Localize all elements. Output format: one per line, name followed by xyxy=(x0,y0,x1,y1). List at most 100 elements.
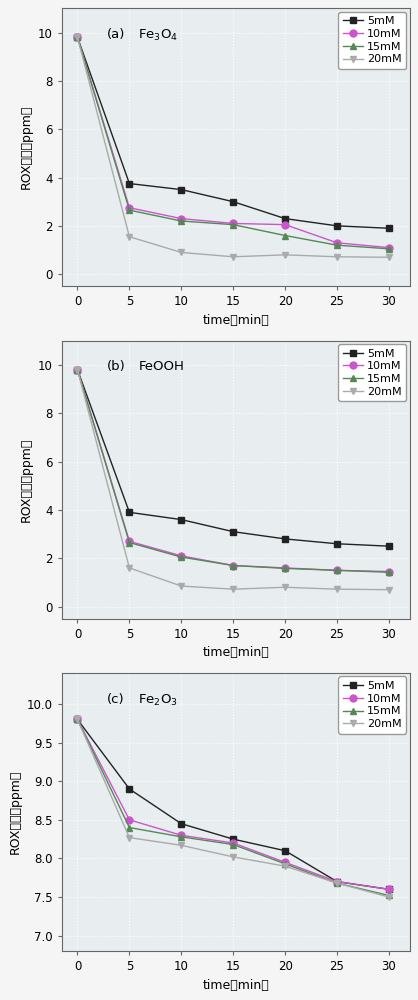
15mM xyxy=(179,831,184,843)
10mM xyxy=(75,31,80,43)
20mM xyxy=(386,251,391,263)
20mM xyxy=(127,231,132,243)
20mM xyxy=(231,251,236,263)
15mM xyxy=(179,215,184,227)
5mM xyxy=(386,540,391,552)
10mM xyxy=(179,829,184,841)
5mM xyxy=(75,364,80,376)
5mM xyxy=(386,222,391,234)
15mM xyxy=(386,566,391,578)
15mM xyxy=(75,364,80,376)
15mM xyxy=(127,537,132,549)
10mM xyxy=(283,562,288,574)
5mM xyxy=(334,220,339,232)
10mM xyxy=(334,564,339,576)
20mM xyxy=(179,580,184,592)
15mM xyxy=(334,239,339,251)
5mM xyxy=(283,845,288,857)
15mM xyxy=(386,889,391,901)
Line: 10mM: 10mM xyxy=(74,366,393,575)
5mM xyxy=(127,783,132,795)
20mM xyxy=(386,891,391,903)
10mM xyxy=(283,219,288,231)
5mM xyxy=(75,31,80,43)
15mM xyxy=(75,713,80,725)
20mM xyxy=(179,246,184,258)
5mM xyxy=(179,818,184,830)
Line: 20mM: 20mM xyxy=(74,716,393,901)
Line: 10mM: 10mM xyxy=(74,716,393,893)
20mM xyxy=(75,364,80,376)
5mM xyxy=(231,833,236,845)
Line: 5mM: 5mM xyxy=(74,716,393,893)
Legend: 5mM, 10mM, 15mM, 20mM: 5mM, 10mM, 15mM, 20mM xyxy=(339,344,406,401)
20mM xyxy=(283,249,288,261)
5mM xyxy=(231,526,236,538)
Line: 15mM: 15mM xyxy=(74,366,393,576)
15mM xyxy=(75,31,80,43)
Text: (a): (a) xyxy=(107,28,125,41)
20mM xyxy=(386,584,391,596)
20mM xyxy=(334,877,339,889)
20mM xyxy=(283,860,288,872)
5mM xyxy=(334,538,339,550)
15mM xyxy=(283,562,288,574)
5mM xyxy=(127,506,132,518)
20mM xyxy=(231,851,236,863)
X-axis label: time（min）: time（min） xyxy=(202,314,269,327)
10mM xyxy=(179,550,184,562)
15mM xyxy=(231,219,236,231)
10mM xyxy=(75,713,80,725)
15mM xyxy=(283,230,288,242)
10mM xyxy=(283,856,288,868)
5mM xyxy=(283,533,288,545)
20mM xyxy=(75,31,80,43)
15mM xyxy=(179,551,184,563)
5mM xyxy=(231,196,236,208)
Line: 5mM: 5mM xyxy=(74,34,393,232)
10mM xyxy=(334,237,339,249)
10mM xyxy=(386,242,391,254)
5mM xyxy=(179,184,184,196)
10mM xyxy=(127,535,132,547)
5mM xyxy=(179,514,184,526)
20mM xyxy=(127,832,132,844)
5mM xyxy=(283,213,288,225)
Text: Fe$_3$O$_4$: Fe$_3$O$_4$ xyxy=(138,28,178,43)
20mM xyxy=(334,583,339,595)
10mM xyxy=(231,217,236,229)
10mM xyxy=(386,883,391,895)
15mM xyxy=(231,560,236,572)
Legend: 5mM, 10mM, 15mM, 20mM: 5mM, 10mM, 15mM, 20mM xyxy=(339,12,406,69)
20mM xyxy=(127,562,132,574)
15mM xyxy=(231,839,236,851)
5mM xyxy=(127,178,132,190)
Line: 10mM: 10mM xyxy=(74,34,393,251)
15mM xyxy=(127,822,132,834)
Legend: 5mM, 10mM, 15mM, 20mM: 5mM, 10mM, 15mM, 20mM xyxy=(339,676,406,734)
X-axis label: time（min）: time（min） xyxy=(202,979,269,992)
Y-axis label: ROX浓度（ppm）: ROX浓度（ppm） xyxy=(20,105,33,189)
Text: Fe$_2$O$_3$: Fe$_2$O$_3$ xyxy=(138,693,178,708)
10mM xyxy=(231,837,236,849)
20mM xyxy=(231,583,236,595)
15mM xyxy=(334,564,339,576)
Line: 5mM: 5mM xyxy=(74,366,393,550)
Text: (b): (b) xyxy=(107,360,126,373)
10mM xyxy=(386,566,391,578)
10mM xyxy=(231,560,236,572)
20mM xyxy=(75,713,80,725)
Line: 20mM: 20mM xyxy=(74,366,393,593)
20mM xyxy=(283,581,288,593)
10mM xyxy=(334,876,339,888)
Line: 15mM: 15mM xyxy=(74,716,393,899)
5mM xyxy=(386,883,391,895)
15mM xyxy=(283,858,288,870)
20mM xyxy=(179,839,184,851)
X-axis label: time（min）: time（min） xyxy=(202,646,269,659)
10mM xyxy=(179,213,184,225)
5mM xyxy=(334,876,339,888)
15mM xyxy=(334,877,339,889)
Line: 15mM: 15mM xyxy=(74,34,393,252)
Y-axis label: ROX浓度（ppm）: ROX浓度（ppm） xyxy=(20,438,33,522)
